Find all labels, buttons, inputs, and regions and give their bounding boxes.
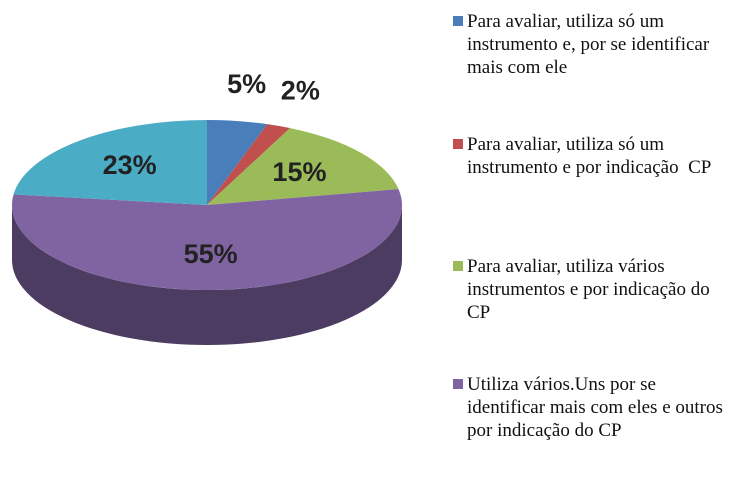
slice [207,124,291,205]
legend-swatch [453,139,463,149]
legend-label: Para avaliar, utiliza só um instrumento … [467,134,712,178]
legend-label: Utiliza vários.Uns por se identificar ma… [467,374,728,441]
slice-side [12,205,402,345]
slice [12,189,403,290]
legend-label: Para avaliar, utiliza só um instrumento … [467,11,714,78]
legend-item: Para avaliar, utiliza só um instrumento … [453,10,735,79]
legend: Para avaliar, utiliza só um instrumento … [453,10,735,477]
value-label: 15% [272,157,326,187]
legend-item: Utiliza vários.Uns por se identificar ma… [453,373,735,442]
chart: 5% 2% 15% 55% 23% [12,69,403,345]
value-label: 55% [184,239,238,269]
value-label: 2% [281,75,320,105]
legend-label: Para avaliar, utiliza vários instrumento… [467,256,715,323]
legend-swatch [453,261,463,271]
slice [13,120,208,205]
legend-swatch [453,379,463,389]
value-label: 5% [227,69,266,99]
legend-swatch [453,16,463,26]
slice [207,120,268,205]
legend-item: Para avaliar, utiliza só um instrumento … [453,133,735,179]
value-label: 23% [103,150,157,180]
slice [207,128,399,205]
legend-item: Para avaliar, utiliza vários instrumento… [453,255,735,324]
